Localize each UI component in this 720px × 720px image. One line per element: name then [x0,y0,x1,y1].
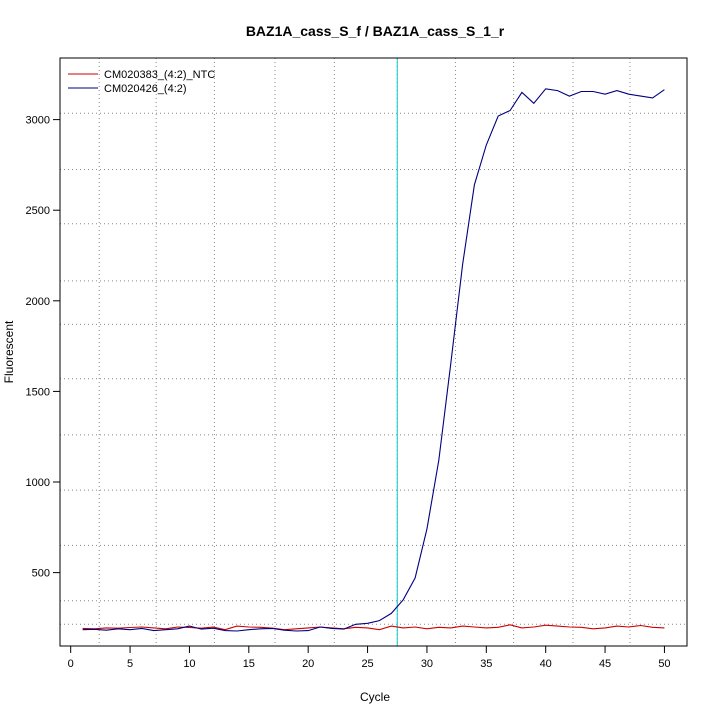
y-tick-label: 1500 [26,386,50,398]
x-tick-label: 45 [599,658,611,670]
y-tick-label: 2000 [26,296,50,308]
x-tick-label: 0 [68,658,74,670]
y-tick-label: 3000 [26,115,50,127]
y-tick-label: 500 [32,568,50,580]
x-tick-label: 20 [302,658,314,670]
x-tick-label: 10 [183,658,195,670]
y-axis-label: Fluorescent [2,320,16,383]
x-tick-label: 30 [421,658,433,670]
series-lines [82,88,665,632]
grid-lines [60,58,687,646]
x-tick-label: 5 [127,658,133,670]
x-tick-label: 50 [658,658,670,670]
x-axis-label: Cycle [360,690,390,704]
legend-label-2: CM020426_(4:2) [104,83,187,95]
y-tick-label: 1000 [26,477,50,489]
y-tick-label: 2500 [26,205,50,217]
series-line-2 [82,88,665,632]
x-tick-label: 35 [480,658,492,670]
x-tick-label: 15 [243,658,255,670]
plot-frame [59,57,688,647]
x-tick-label: 40 [540,658,552,670]
x-tick-label: 25 [361,658,373,670]
y-axis: 500 1000 1500 2000 2500 3000 [26,115,61,580]
legend: CM020383_(4:2)_NTC CM020426_(4:2) [68,69,215,95]
series-line-1 [82,624,665,631]
x-axis: 0 5 10 15 20 25 30 35 40 45 50 [68,645,671,670]
legend-label-1: CM020383_(4:2)_NTC [104,69,215,81]
chart-title: BAZ1A_cass_S_f / BAZ1A_cass_S_1_r [246,23,505,39]
